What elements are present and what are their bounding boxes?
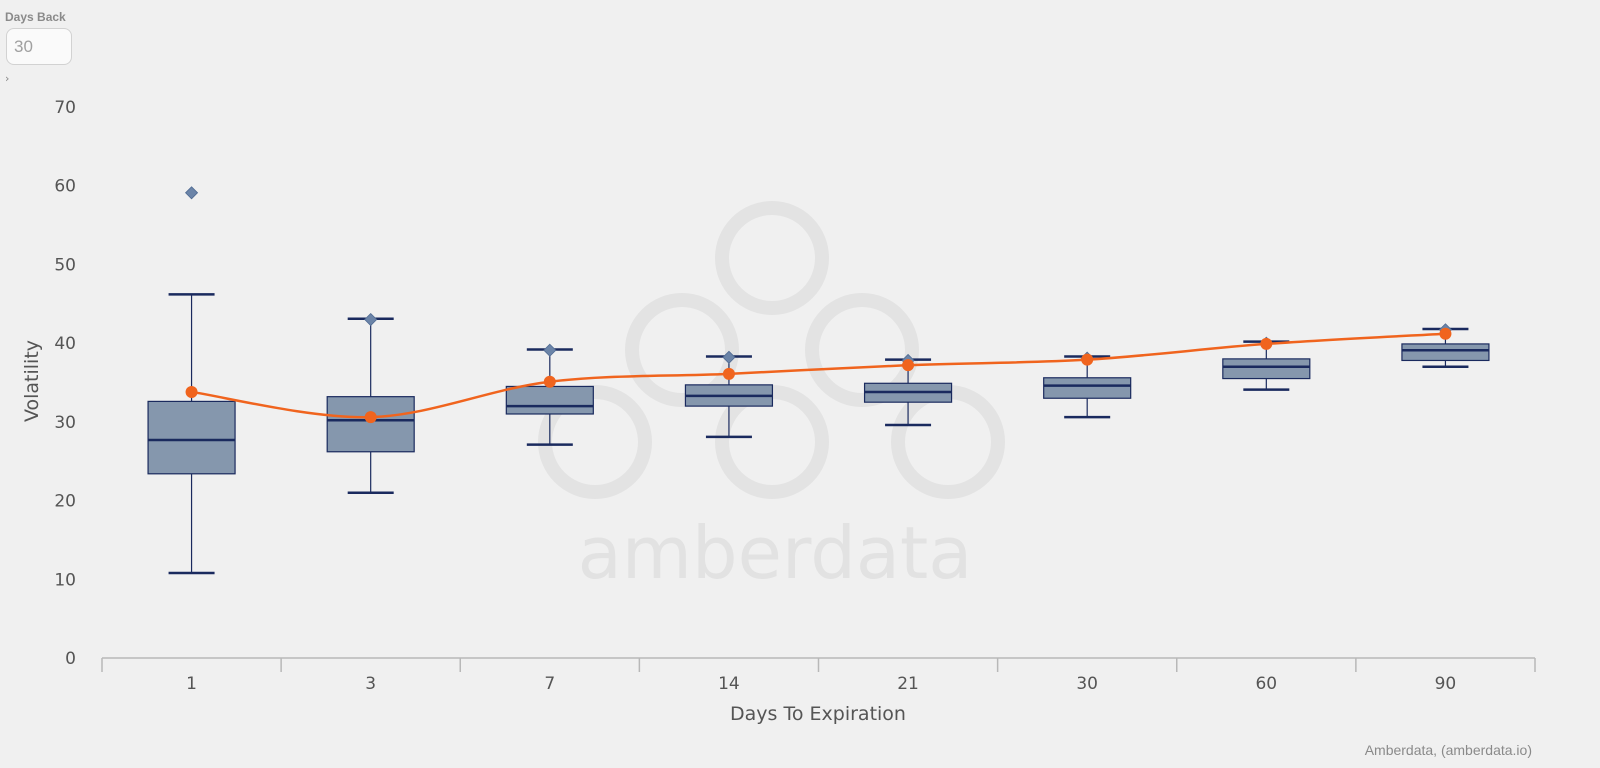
line-path (191, 332, 1446, 419)
y-tick-label: 40 (54, 334, 76, 354)
x-axis-title: Days To Expiration (730, 703, 906, 725)
outlier-point (184, 186, 199, 200)
chevron-right-icon[interactable]: › (5, 72, 10, 85)
y-tick-label: 30 (54, 413, 76, 433)
box-14 (684, 355, 774, 439)
line-point (1439, 327, 1452, 340)
box-series (147, 293, 1490, 575)
y-tick-label: 10 (54, 570, 76, 590)
box-body (147, 400, 236, 475)
line-point (1260, 337, 1273, 350)
y-tick-label: 60 (54, 177, 76, 197)
x-tick-label: 7 (544, 674, 555, 694)
y-tick-label: 0 (65, 649, 76, 669)
line-point (902, 359, 915, 372)
axes: 1 3 7 14 21 30 60 90 0 10 20 30 40 50 60 70 (54, 98, 1536, 694)
x-tick-label: 21 (897, 674, 919, 694)
days-back-label: Days Back (5, 10, 66, 24)
box-3 (326, 317, 415, 494)
y-tick-label: 50 (54, 255, 76, 275)
x-tick-label: 1 (186, 674, 197, 694)
line-point (364, 411, 377, 424)
line-point (722, 367, 735, 380)
box-1 (147, 293, 236, 575)
line-point (185, 385, 198, 398)
box-body (1043, 377, 1132, 399)
watermark-text: amberdata (578, 511, 973, 595)
y-axis-title: Volatility (21, 340, 43, 422)
box-21 (863, 358, 953, 427)
box-body (326, 396, 415, 453)
amberdata-watermark: amberdata (538, 201, 1005, 595)
x-tick-label: 14 (718, 674, 740, 694)
box-body (505, 385, 594, 415)
x-tick-label: 90 (1435, 674, 1457, 694)
box-90 (1401, 327, 1490, 369)
line-point (1081, 353, 1094, 366)
line-point (543, 375, 556, 388)
outlier-point (364, 312, 378, 327)
line-series (185, 327, 1452, 424)
amberdata-logo-icon (538, 201, 1005, 499)
outlier-point (543, 343, 557, 357)
x-tick-label: 3 (365, 674, 376, 694)
x-tick-label: 30 (1076, 674, 1098, 694)
x-tick-label: 60 (1255, 674, 1277, 694)
box-7 (505, 348, 594, 446)
y-tick-label: 70 (54, 98, 76, 118)
days-back-input[interactable] (6, 28, 72, 65)
y-tick-label: 20 (54, 492, 76, 512)
box-body (1401, 343, 1490, 362)
chart-credit: Amberdata, (amberdata.io) (1365, 742, 1532, 758)
outlier-point (722, 350, 736, 364)
box-body (1222, 358, 1311, 380)
